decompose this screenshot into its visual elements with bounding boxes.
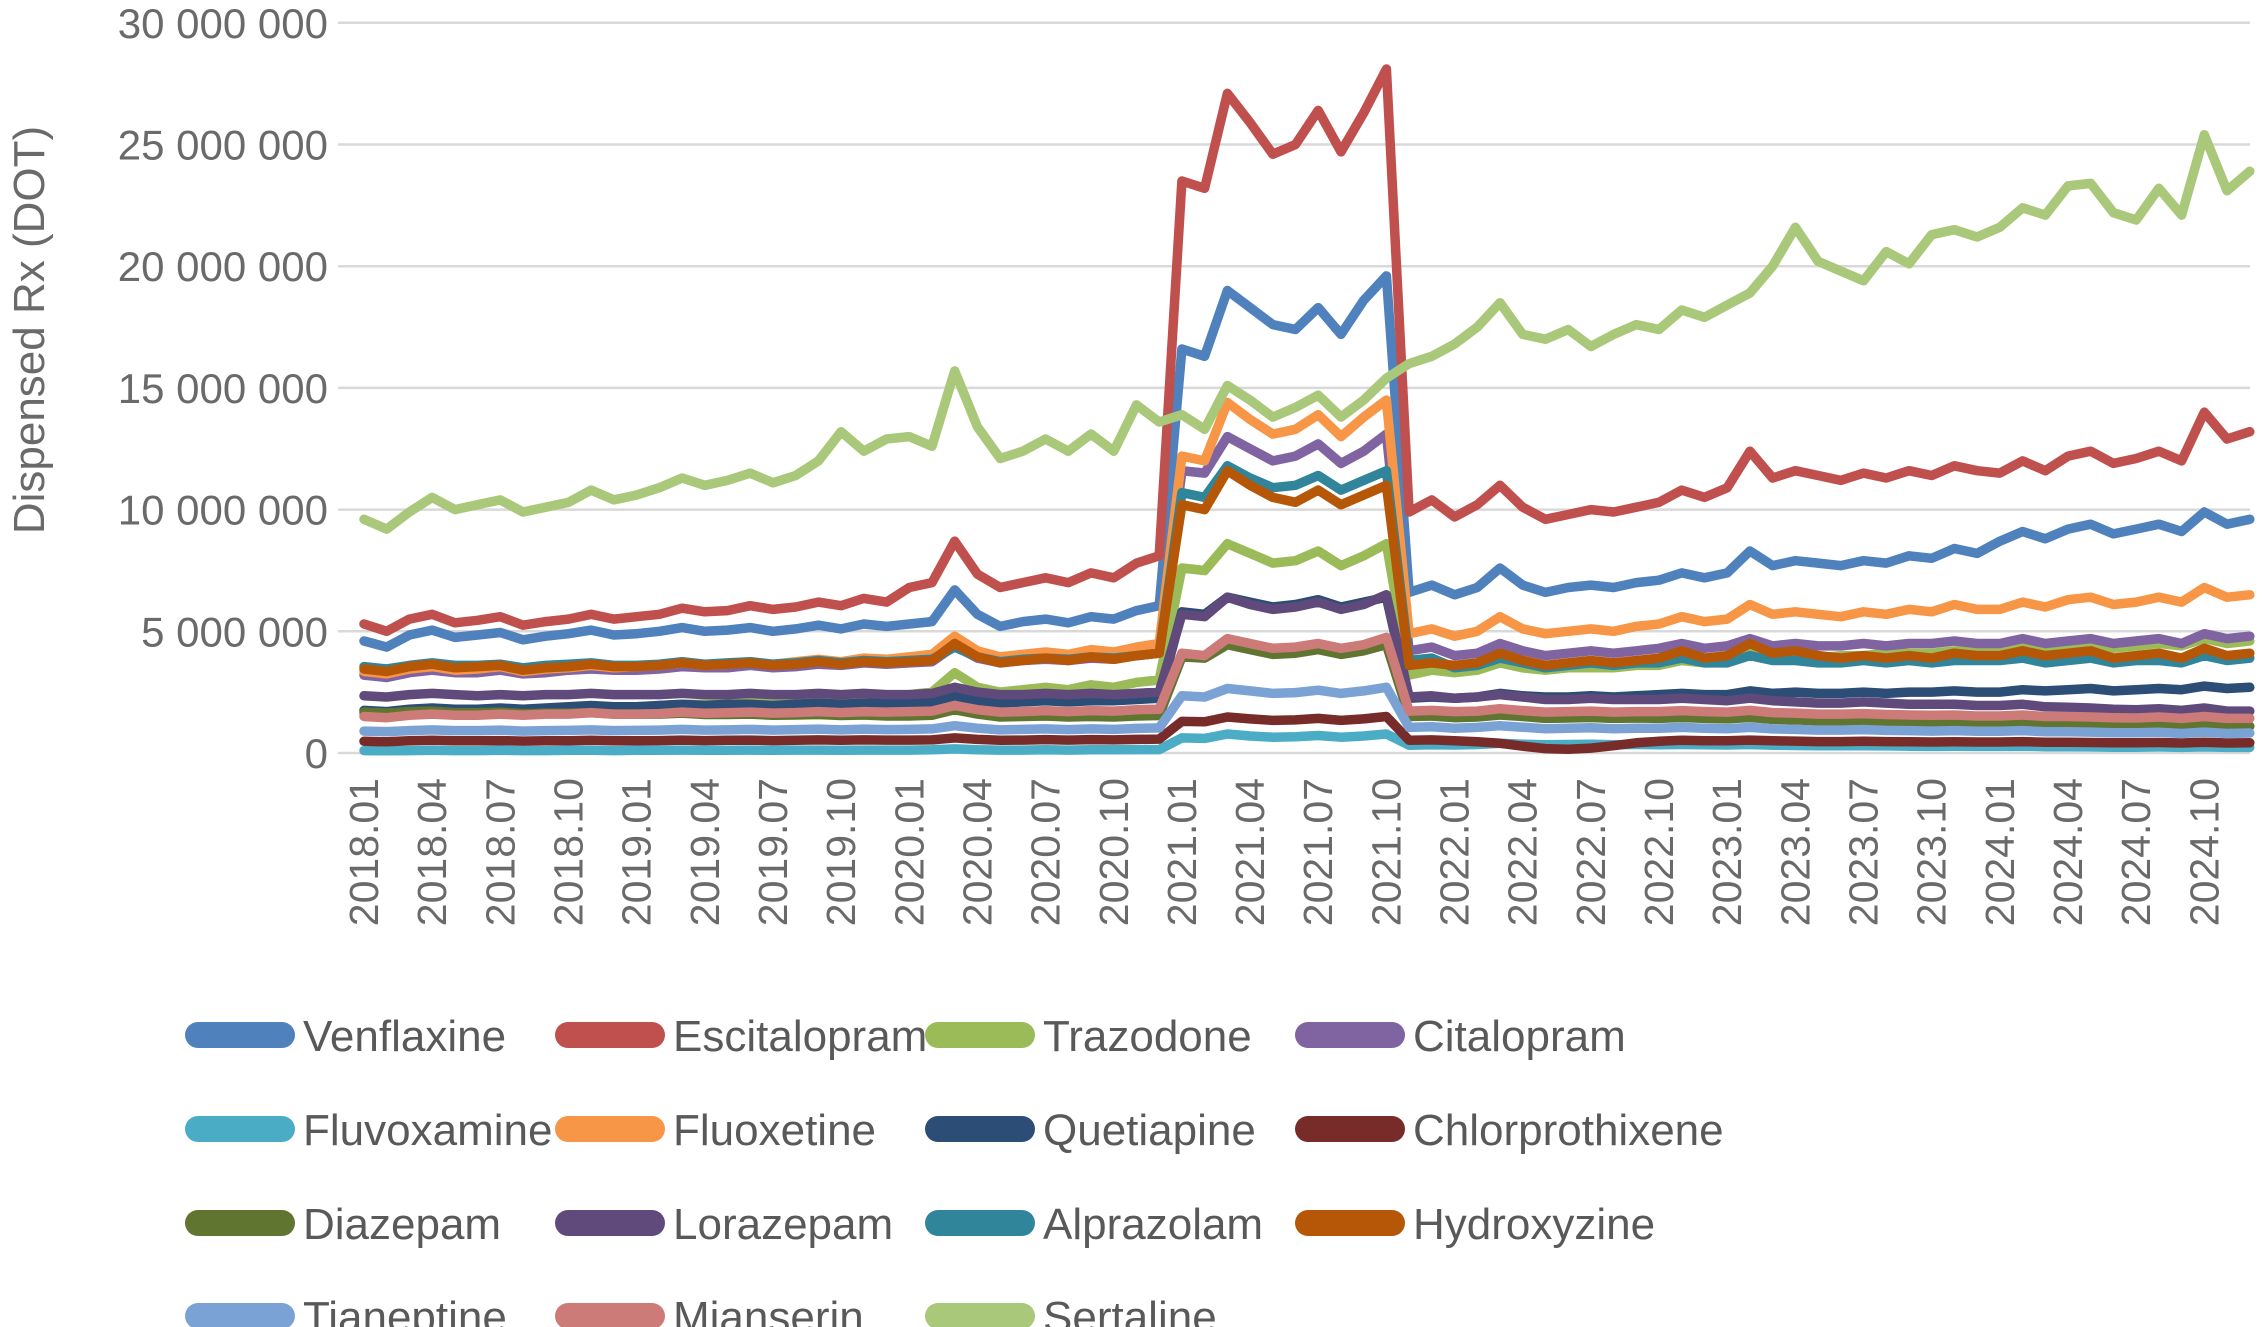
y-axis-tick-labels: 0 5 000 000 10 000 000 15 000 000 20 000 000… xyxy=(118,0,328,777)
legend-swatch-icon xyxy=(555,1303,665,1327)
legend-label: Tianeptine xyxy=(303,1293,507,1327)
y-tick-label: 5 000 000 xyxy=(141,608,328,655)
x-tick-label: 2019.10 xyxy=(818,778,864,926)
x-tick-label: 2024.04 xyxy=(2045,778,2091,926)
legend-swatch-icon xyxy=(185,1210,295,1236)
legend-label: Mianserin xyxy=(673,1293,864,1327)
x-tick-label: 2024.07 xyxy=(2113,778,2159,926)
x-tick-label: 2024.01 xyxy=(1977,778,2023,926)
legend-swatch-icon xyxy=(925,1116,1035,1142)
series-line-tianeptine[interactable] xyxy=(359,682,2255,739)
legend-swatch-icon xyxy=(1295,1022,1405,1048)
legend-swatch-icon xyxy=(925,1303,1035,1327)
x-tick-label: 2022.10 xyxy=(1636,778,1682,926)
x-tick-label: 2019.01 xyxy=(614,778,660,926)
x-tick-label: 2020.07 xyxy=(1023,778,1069,926)
legend-label: Venflaxine xyxy=(303,1012,506,1061)
x-tick-label: 2022.04 xyxy=(1500,778,1546,926)
x-tick-label: 2019.07 xyxy=(750,778,796,926)
legend-swatch-icon xyxy=(1295,1210,1405,1236)
legend-item-quetiapine[interactable]: Quetiapine xyxy=(925,1106,1256,1155)
y-axis-title: Dispensed Rx (DOT) xyxy=(5,126,54,534)
legend-item-fluvoxamine[interactable]: Fluvoxamine xyxy=(185,1106,552,1155)
legend-label: Diazepam xyxy=(303,1200,501,1249)
series-line-mianserin[interactable] xyxy=(359,632,2255,724)
x-tick-label: 2021.07 xyxy=(1295,778,1341,926)
x-tick-label: 2020.04 xyxy=(954,778,1000,926)
series-lines xyxy=(359,64,2255,756)
legend-item-tianeptine[interactable]: Tianeptine xyxy=(185,1293,507,1327)
legend-label: Hydroxyzine xyxy=(1413,1200,1655,1249)
legend-label: Quetiapine xyxy=(1043,1106,1256,1155)
legend-label: Citalopram xyxy=(1413,1012,1626,1061)
legend-item-citalopram[interactable]: Citalopram xyxy=(1295,1012,1626,1061)
legend-label: Alprazolam xyxy=(1043,1200,1263,1249)
series-line-venflaxine[interactable] xyxy=(359,271,2255,652)
series-line-lorazepam[interactable] xyxy=(359,590,2255,716)
series-line-escitalopram[interactable] xyxy=(359,64,2255,637)
y-tick-label: 30 000 000 xyxy=(118,0,328,47)
x-tick-label: 2023.01 xyxy=(1704,778,1750,926)
legend-label: Fluoxetine xyxy=(673,1106,876,1155)
legend-item-escitalopram[interactable]: Escitalopram xyxy=(555,1012,927,1061)
series-line-sertaline[interactable] xyxy=(359,130,2255,534)
y-tick-label: 20 000 000 xyxy=(118,243,328,290)
x-tick-label: 2024.10 xyxy=(2181,778,2227,926)
x-tick-label: 2018.07 xyxy=(477,778,523,926)
legend-item-venflaxine[interactable]: Venflaxine xyxy=(185,1012,506,1061)
legend-swatch-icon xyxy=(925,1022,1035,1048)
x-tick-label: 2021.01 xyxy=(1159,778,1205,926)
x-tick-label: 2021.04 xyxy=(1227,778,1273,926)
legend-swatch-icon xyxy=(925,1210,1035,1236)
y-tick-label: 10 000 000 xyxy=(118,487,328,534)
x-tick-label: 2020.01 xyxy=(886,778,932,926)
legend-label: Fluvoxamine xyxy=(303,1106,552,1155)
legend-swatch-icon xyxy=(1295,1116,1405,1142)
x-tick-label: 2018.10 xyxy=(545,778,591,926)
x-tick-label: 2018.01 xyxy=(341,778,387,926)
x-tick-label: 2022.07 xyxy=(1568,778,1614,926)
legend-item-trazodone[interactable]: Trazodone xyxy=(925,1012,1252,1061)
legend-swatch-icon xyxy=(185,1116,295,1142)
x-tick-label: 2023.07 xyxy=(1841,778,1887,926)
series-line-hydroxyzine[interactable] xyxy=(359,465,2255,677)
y-tick-label: 15 000 000 xyxy=(118,365,328,412)
legend-item-alprazolam[interactable]: Alprazolam xyxy=(925,1200,1263,1249)
legend-item-fluoxetine[interactable]: Fluoxetine xyxy=(555,1106,876,1155)
legend-label: Trazodone xyxy=(1043,1012,1252,1061)
y-tick-label: 0 xyxy=(305,730,328,777)
x-axis-tick-labels: 2018.01 2018.04 2018.07 2018.10 2019.01 2019.… xyxy=(341,778,2227,926)
legend-item-lorazepam[interactable]: Lorazepam xyxy=(555,1200,893,1249)
x-tick-label: 2023.04 xyxy=(1772,778,1818,926)
legend-label: Escitalopram xyxy=(673,1012,927,1061)
x-tick-label: 2021.10 xyxy=(1363,778,1409,926)
legend-swatch-icon xyxy=(185,1022,295,1048)
legend-label: Chlorprothixene xyxy=(1413,1106,1724,1155)
legend-swatch-icon xyxy=(555,1116,665,1142)
legend-swatch-icon xyxy=(555,1210,665,1236)
y-tick-label: 25 000 000 xyxy=(118,122,328,169)
x-tick-label: 2020.10 xyxy=(1091,778,1137,926)
legend-label: Lorazepam xyxy=(673,1200,893,1249)
legend-item-sertaline[interactable]: Sertaline xyxy=(925,1293,1217,1327)
legend-item-diazepam[interactable]: Diazepam xyxy=(185,1200,501,1249)
legend-swatch-icon xyxy=(555,1022,665,1048)
series-line-chlorprothixene[interactable] xyxy=(359,711,2255,755)
legend-item-mianserin[interactable]: Mianserin xyxy=(555,1293,864,1327)
chart-legend: Venflaxine Escitalopram Trazodone Citalopra… xyxy=(185,1012,1724,1327)
x-tick-label: 2022.01 xyxy=(1432,778,1478,926)
legend-item-hydroxyzine[interactable]: Hydroxyzine xyxy=(1295,1200,1655,1249)
x-tick-label: 2023.10 xyxy=(1909,778,1955,926)
legend-label: Sertaline xyxy=(1043,1293,1217,1327)
legend-swatch-icon xyxy=(185,1303,295,1327)
x-tick-label: 2018.04 xyxy=(409,778,455,926)
legend-item-chlorprothixene[interactable]: Chlorprothixene xyxy=(1295,1106,1724,1155)
x-tick-label: 2019.04 xyxy=(682,778,728,926)
